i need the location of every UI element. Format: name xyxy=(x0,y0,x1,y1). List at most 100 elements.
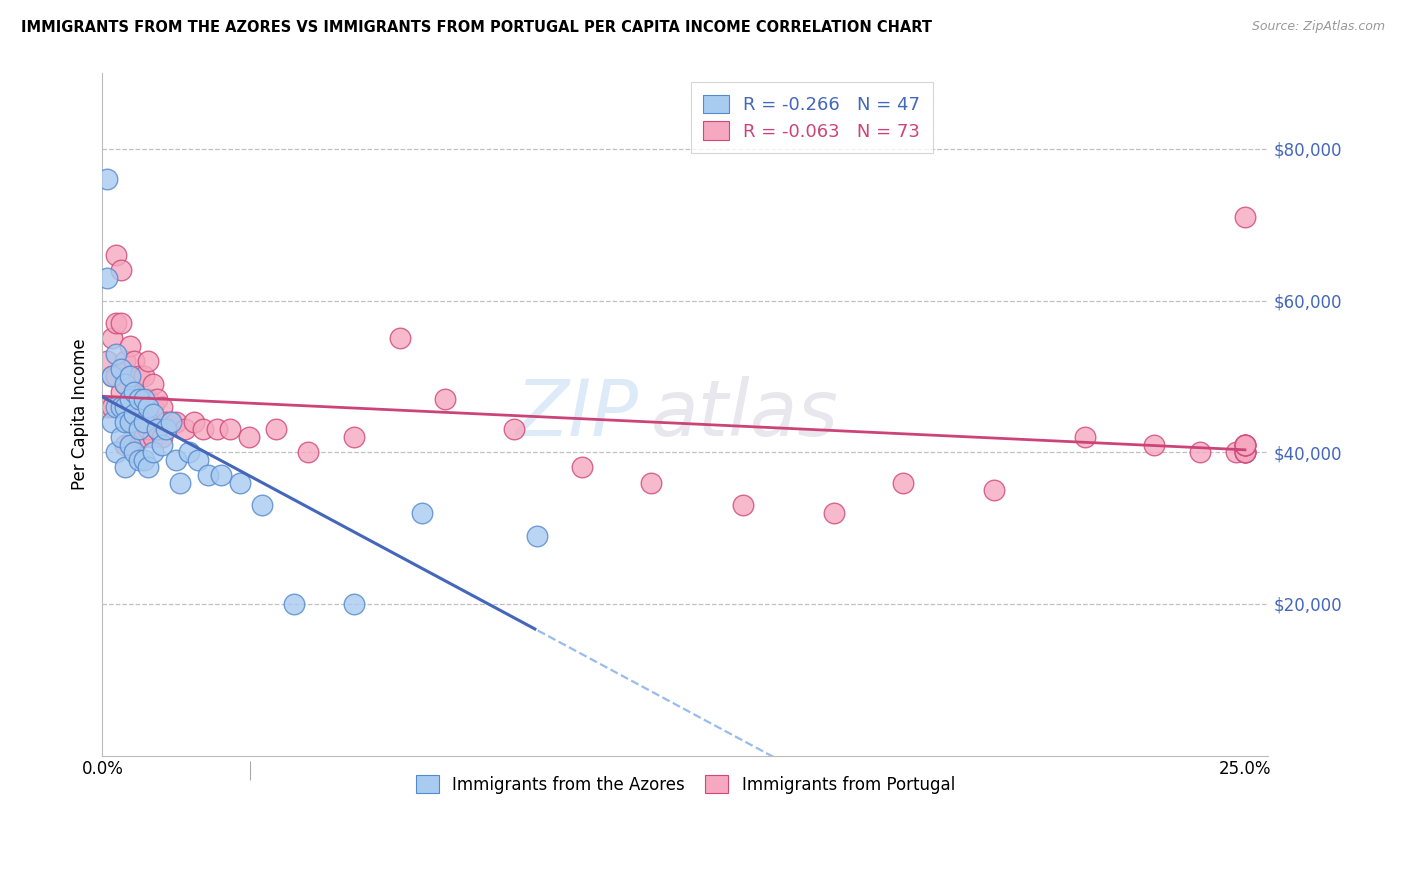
Point xyxy=(150,430,173,444)
Point xyxy=(142,407,165,421)
Point xyxy=(165,452,187,467)
Point xyxy=(197,467,219,482)
Point xyxy=(100,331,122,345)
Point xyxy=(105,400,128,414)
Point xyxy=(228,475,250,490)
Point xyxy=(96,270,118,285)
Point xyxy=(105,316,128,330)
Point xyxy=(209,467,232,482)
Point xyxy=(100,400,122,414)
Point xyxy=(114,437,136,451)
Legend: Immigrants from the Azores, Immigrants from Portugal: Immigrants from the Azores, Immigrants f… xyxy=(404,764,967,805)
Point xyxy=(165,415,187,429)
Point xyxy=(191,422,214,436)
Point xyxy=(118,392,141,406)
Point xyxy=(146,392,169,406)
Point xyxy=(96,400,118,414)
Point xyxy=(983,483,1005,497)
Point xyxy=(219,422,242,436)
Point xyxy=(105,248,128,262)
Point xyxy=(1234,445,1257,459)
Point xyxy=(1234,437,1257,451)
Point xyxy=(1234,445,1257,459)
Point xyxy=(105,346,128,360)
Point xyxy=(160,415,183,429)
Point xyxy=(114,400,136,414)
Point xyxy=(1234,437,1257,451)
Point xyxy=(124,437,146,451)
Point xyxy=(205,422,228,436)
Point xyxy=(110,400,132,414)
Point xyxy=(128,422,150,436)
Point xyxy=(1188,445,1211,459)
Point xyxy=(132,452,155,467)
Point xyxy=(110,430,132,444)
Point xyxy=(526,528,548,542)
Point xyxy=(124,415,146,429)
Text: IMMIGRANTS FROM THE AZORES VS IMMIGRANTS FROM PORTUGAL PER CAPITA INCOME CORRELA: IMMIGRANTS FROM THE AZORES VS IMMIGRANTS… xyxy=(21,20,932,35)
Point xyxy=(1074,430,1097,444)
Point xyxy=(1234,210,1257,224)
Point xyxy=(118,437,141,451)
Point xyxy=(105,445,128,459)
Point xyxy=(132,392,155,406)
Point xyxy=(132,400,155,414)
Point xyxy=(1234,445,1257,459)
Point xyxy=(1225,445,1247,459)
Text: Source: ZipAtlas.com: Source: ZipAtlas.com xyxy=(1251,20,1385,33)
Point xyxy=(160,415,183,429)
Point xyxy=(105,369,128,384)
Point xyxy=(283,597,305,611)
Point xyxy=(169,475,191,490)
Point xyxy=(434,392,457,406)
Point xyxy=(124,445,146,459)
Point xyxy=(146,422,169,436)
Point xyxy=(118,415,141,429)
Point xyxy=(110,263,132,277)
Point xyxy=(183,415,205,429)
Point xyxy=(1234,437,1257,451)
Point xyxy=(179,445,201,459)
Point xyxy=(136,400,159,414)
Point xyxy=(100,369,122,384)
Point xyxy=(150,437,173,451)
Point xyxy=(503,422,526,436)
Point xyxy=(388,331,411,345)
Point xyxy=(823,506,845,520)
Point xyxy=(96,172,118,186)
Text: atlas: atlas xyxy=(651,376,838,452)
Point xyxy=(110,316,132,330)
Point xyxy=(114,400,136,414)
Point xyxy=(114,460,136,475)
Point xyxy=(100,369,122,384)
Point xyxy=(187,452,209,467)
Point xyxy=(110,384,132,399)
Point xyxy=(891,475,914,490)
Y-axis label: Per Capita Income: Per Capita Income xyxy=(72,338,89,490)
Point xyxy=(100,415,122,429)
Point xyxy=(1234,445,1257,459)
Point xyxy=(118,369,141,384)
Point xyxy=(114,376,136,391)
Point xyxy=(343,597,366,611)
Point xyxy=(136,354,159,368)
Point xyxy=(1143,437,1166,451)
Point xyxy=(297,445,319,459)
Point xyxy=(124,407,146,421)
Point xyxy=(128,369,150,384)
Point xyxy=(132,430,155,444)
Point xyxy=(132,415,155,429)
Point xyxy=(142,430,165,444)
Point xyxy=(173,422,195,436)
Point xyxy=(118,339,141,353)
Point xyxy=(252,498,274,512)
Point xyxy=(118,415,141,429)
Point xyxy=(142,445,165,459)
Point xyxy=(136,392,159,406)
Point xyxy=(118,392,141,406)
Point xyxy=(124,384,146,399)
Point xyxy=(118,369,141,384)
Point xyxy=(142,400,165,414)
Point xyxy=(128,392,150,406)
Text: ZIP: ZIP xyxy=(516,376,638,452)
